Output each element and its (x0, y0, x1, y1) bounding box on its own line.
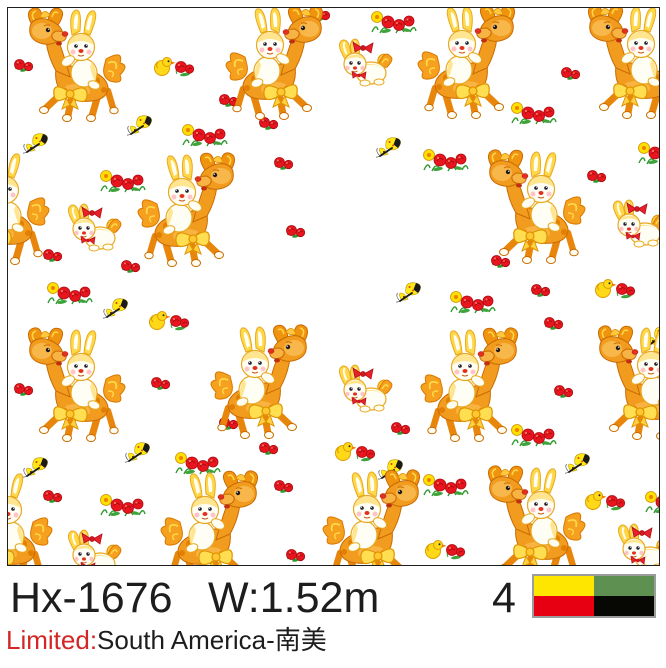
butterfly-motif (375, 136, 402, 159)
small-flowers-motif (274, 157, 294, 171)
swatch-cell (594, 596, 654, 616)
butterfly-motif (22, 132, 49, 155)
pattern-canvas (8, 8, 659, 565)
giraffe-bunny-motif (28, 8, 125, 121)
small-flowers-motif (391, 422, 411, 436)
small-flowers-motif (561, 67, 581, 81)
flower-cluster-motif (174, 451, 221, 476)
giraffe-bunny-motif (418, 8, 515, 118)
giraffe-bunny-motif (8, 471, 52, 565)
butterfly-motif (564, 452, 591, 475)
giraffe-bunny-motif (138, 153, 235, 267)
chick-flowers-motif (148, 310, 190, 332)
small-flowers-motif (14, 59, 34, 73)
giraffe-bunny-motif (161, 471, 258, 565)
small-flowers-motif (151, 377, 171, 391)
small-flowers-motif (587, 170, 607, 184)
butterfly-motif (395, 281, 422, 304)
limited-value: South America-南美 (97, 625, 327, 655)
small-bunny-motif (617, 523, 659, 565)
swatch-cell (534, 576, 594, 596)
product-code: Hx-1676 (10, 574, 173, 622)
small-flowers-motif (259, 442, 279, 456)
small-flowers-motif (286, 549, 306, 563)
chick-flowers-motif (424, 539, 466, 561)
motif-layer (8, 8, 659, 565)
small-flowers-motif (286, 225, 306, 239)
flower-cluster-motif (644, 490, 659, 515)
flower-cluster-motif (422, 473, 469, 498)
small-flowers-motif (43, 249, 63, 263)
chick-flowers-motif (594, 278, 636, 300)
chick-flowers-motif (153, 56, 195, 78)
giraffe-bunny-motif (28, 328, 125, 442)
giraffe-bunny-motif (8, 151, 49, 265)
butterfly-motif (124, 441, 151, 464)
small-flowers-motif (544, 317, 564, 331)
flower-cluster-motif (99, 169, 146, 194)
small-flowers-motif (531, 284, 551, 298)
limited-line: Limited:South America-南美 (6, 627, 327, 654)
small-flowers-motif (554, 385, 574, 399)
chick-flowers-motif (334, 441, 376, 463)
giraffe-bunny-motif (323, 470, 420, 565)
flower-cluster-motif (637, 141, 659, 166)
flower-cluster-motif (449, 290, 496, 315)
pattern-swatch (7, 7, 660, 566)
flower-cluster-motif (510, 101, 557, 126)
small-flowers-motif (274, 480, 294, 494)
butterfly-motif (126, 114, 153, 137)
small-bunny-motif (67, 529, 122, 565)
flower-cluster-motif (181, 123, 228, 148)
limited-label: Limited: (6, 625, 98, 655)
small-flowers-motif (491, 255, 511, 269)
giraffe-bunny-motif (211, 325, 308, 439)
small-flowers-motif (14, 383, 34, 397)
swatch-cell (534, 596, 594, 616)
flower-cluster-motif (46, 281, 93, 306)
giraffe-bunny-motif (421, 328, 518, 442)
giraffe-bunny-motif (588, 8, 659, 118)
butterfly-motif (102, 297, 129, 320)
giraffe-bunny-motif (488, 466, 585, 565)
small-bunny-motif (67, 203, 122, 252)
color-count: 4 (492, 574, 516, 622)
flower-cluster-motif (422, 148, 469, 173)
swatch-cell (594, 576, 654, 596)
giraffe-bunny-motif (488, 150, 585, 264)
small-bunny-motif (612, 199, 659, 248)
giraffe-bunny-motif (226, 8, 323, 119)
flower-cluster-motif (370, 10, 417, 35)
small-flowers-motif (121, 260, 141, 274)
fabric-width: W:1.52m (208, 574, 380, 622)
small-bunny-motif (338, 38, 393, 87)
color-swatch (532, 574, 656, 618)
butterfly-motif (22, 456, 49, 479)
flower-cluster-motif (99, 493, 146, 518)
small-bunny-motif (338, 364, 393, 413)
giraffe-bunny-motif (598, 326, 659, 440)
chick-flowers-motif (584, 490, 626, 512)
small-flowers-motif (43, 490, 63, 504)
flower-cluster-motif (510, 423, 557, 448)
